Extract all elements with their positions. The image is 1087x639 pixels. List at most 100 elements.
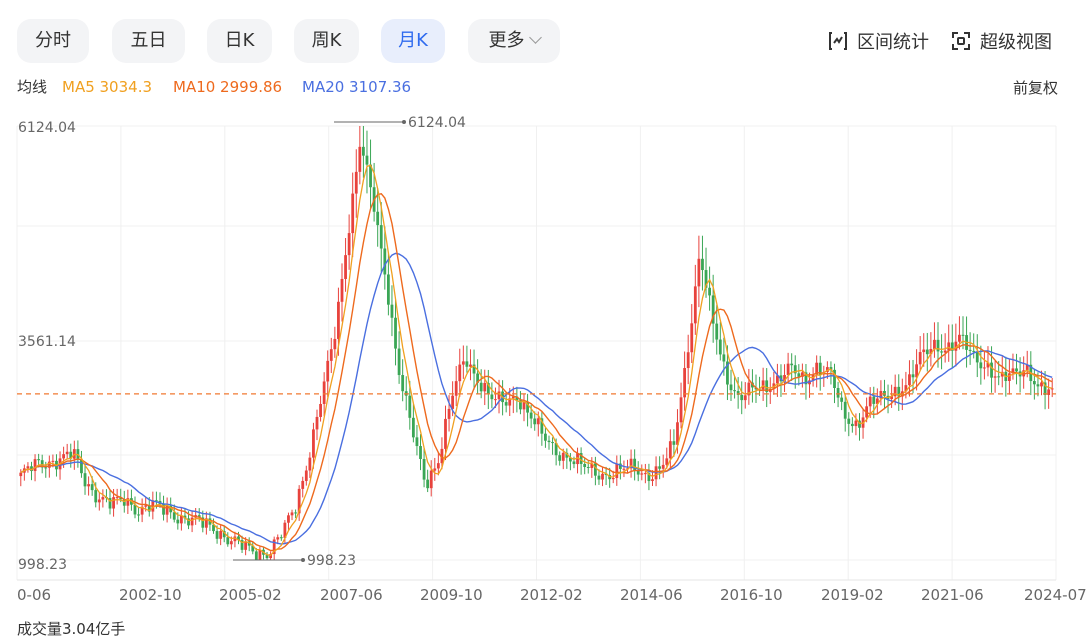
- candle-body: [1036, 384, 1040, 387]
- candle-body: [326, 360, 330, 382]
- candle-body: [708, 287, 711, 296]
- candle-body: [875, 398, 879, 404]
- candle-body: [786, 363, 790, 376]
- candle-body: [244, 541, 248, 550]
- candle-body: [1000, 371, 1004, 377]
- candle-body: [1007, 373, 1011, 381]
- fullscreen-icon: [952, 32, 970, 50]
- candle-body: [961, 334, 965, 336]
- candle-body: [540, 418, 544, 434]
- candle-body: [904, 385, 908, 392]
- candle-body: [108, 498, 112, 509]
- high-low-markers: 6124.04 998.23: [233, 115, 466, 569]
- candle-body: [536, 418, 540, 425]
- candle-body: [347, 233, 351, 256]
- candle-body: [547, 440, 551, 443]
- candle-body: [287, 515, 290, 523]
- candle-body: [522, 402, 526, 410]
- candle-body: [1032, 381, 1036, 385]
- candle-body: [897, 386, 901, 397]
- x-axis-labels: 0-06 2002-10 2005-02 2007-06 2009-10 2012-02 2…: [17, 586, 1087, 604]
- candle-body: [33, 459, 37, 472]
- candle-body: [333, 338, 337, 350]
- candle-body: [958, 334, 961, 342]
- candle-body: [975, 351, 979, 363]
- candle-body: [147, 505, 151, 512]
- low-marker-label: 998.23: [307, 553, 356, 569]
- candle-body: [565, 452, 569, 458]
- candle-body: [308, 457, 312, 471]
- candle-body: [947, 342, 951, 351]
- candle-body: [212, 524, 215, 532]
- candle-body: [319, 403, 322, 417]
- ma5-line: [20, 164, 1053, 556]
- candle-body: [1011, 368, 1015, 374]
- tab-five-day[interactable]: 五日: [112, 19, 185, 63]
- candle-body: [990, 362, 993, 378]
- candle-body: [486, 382, 490, 395]
- tab-intraday[interactable]: 分时: [17, 19, 89, 63]
- candle-body: [747, 382, 751, 396]
- chart-grid: [16, 125, 1057, 581]
- volume-label: 成交量3.04亿手: [17, 620, 126, 638]
- candle-body: [179, 515, 183, 524]
- candle-body: [197, 515, 201, 518]
- tab-monthly-k[interactable]: 月K: [381, 19, 445, 63]
- candle-body: [451, 395, 455, 409]
- tab-more-dropdown[interactable]: 更多: [468, 19, 560, 63]
- candle-body: [679, 397, 683, 423]
- candle-body: [940, 351, 943, 353]
- candle-body: [797, 373, 801, 377]
- candle-body: [551, 442, 554, 444]
- price-adjust-selector[interactable]: 前复权: [1012, 79, 1058, 97]
- candle-body: [408, 395, 412, 418]
- x-tick-label: 2005-02: [219, 586, 282, 604]
- tab-weekly-k[interactable]: 周K: [294, 19, 359, 63]
- candle-body: [340, 278, 344, 302]
- candle-body: [251, 545, 255, 552]
- super-view-button[interactable]: 超级视图: [950, 28, 1052, 54]
- ma5-value: MA5 3034.3: [62, 78, 152, 96]
- candle-body: [979, 362, 983, 369]
- candle-body: [258, 549, 262, 560]
- candle-body: [354, 171, 358, 194]
- candle-body: [386, 274, 390, 305]
- candle-body: [365, 155, 369, 165]
- ma10-value: MA10 2999.86: [173, 78, 283, 96]
- candle-body: [440, 448, 444, 464]
- monthly-k-chart[interactable]: 6124.04 998.23 6124.04 3561.14 998.23 0-06 2…: [0, 100, 1087, 615]
- candle-body: [854, 420, 858, 427]
- candle-body: [918, 352, 922, 365]
- candle-body: [379, 225, 383, 249]
- candle-body: [83, 473, 87, 487]
- candle-body: [590, 463, 594, 468]
- candle-body: [858, 420, 861, 428]
- candle-body: [497, 391, 501, 400]
- candle-body: [362, 146, 365, 156]
- tab-daily-k[interactable]: 日K: [207, 19, 272, 63]
- candle-body: [469, 364, 472, 367]
- candle-body: [1043, 382, 1047, 395]
- candle-body: [515, 396, 519, 401]
- candle-body: [929, 348, 933, 355]
- chevron-down-icon: [528, 31, 542, 44]
- candle-body: [579, 453, 583, 464]
- x-tick-label: 2002-10: [119, 586, 182, 604]
- candle-body: [479, 382, 483, 392]
- candle-body: [290, 512, 294, 516]
- candle-body: [933, 339, 936, 349]
- candle-body: [893, 386, 897, 397]
- candle-body: [279, 537, 283, 539]
- candle-body: [1022, 370, 1026, 377]
- candle-body: [676, 422, 679, 445]
- x-tick-label: 2012-02: [520, 586, 583, 604]
- candle-body: [90, 484, 94, 491]
- candle-body: [169, 505, 173, 513]
- candle-body: [204, 518, 208, 528]
- range-stats-button[interactable]: 区间统计: [827, 28, 929, 54]
- candle-body: [558, 455, 562, 461]
- candle-body: [843, 401, 847, 419]
- candle-body: [529, 412, 533, 419]
- y-axis-labels: 6124.04 3561.14 998.23: [18, 120, 76, 573]
- candle-body: [554, 442, 558, 456]
